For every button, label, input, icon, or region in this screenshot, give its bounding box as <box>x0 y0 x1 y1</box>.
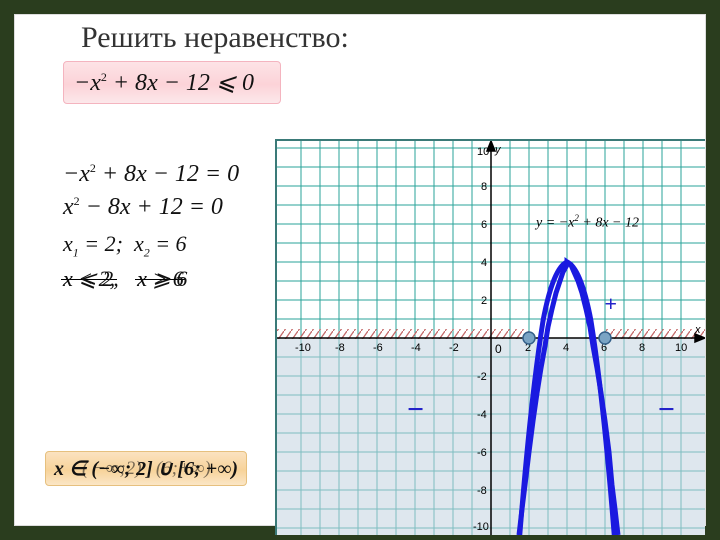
root-marker-2 <box>523 332 535 344</box>
graph-panel: -10-8-6 -4-2 246 810 1086 42 -2-4-6 -8-1… <box>275 139 705 535</box>
plus-sign: + <box>604 291 617 317</box>
page-title: Решить неравенство: <box>81 21 693 55</box>
svg-text:-4: -4 <box>411 342 421 354</box>
svg-text:2: 2 <box>481 295 487 307</box>
svg-text:10: 10 <box>675 342 687 354</box>
svg-text:-6: -6 <box>373 342 383 354</box>
answer-inequalities: x < 2, x ⩽ 2, x > 6 x ⩾ 6 <box>63 266 283 292</box>
title-text: Решить неравенство: <box>81 21 349 54</box>
step-roots: x1 = 2; x2 = 6 <box>63 231 283 260</box>
graph-svg: -10-8-6 -4-2 246 810 1086 42 -2-4-6 -8-1… <box>277 141 705 535</box>
step-eq2: x2 − 8x + 12 = 0 <box>63 194 283 221</box>
svg-text:-10: -10 <box>295 342 311 354</box>
inequality-box: −x2 + 8x − 12 ⩽ 0 <box>63 61 281 104</box>
interval-strike: ( −∞;2) (6;+∞) <box>82 458 211 480</box>
root-marker-6 <box>599 332 611 344</box>
slide-paper: Решить неравенство: −x2 + 8x − 12 ⩽ 0 −x… <box>14 14 706 526</box>
steps-column: −x2 + 8x − 12 = 0 x2 − 8x + 12 = 0 x1 = … <box>63 155 283 298</box>
interval-answer: x ∈ (−∞; 2] ∪ [6; +∞) ( −∞;2) (6;+∞) <box>54 458 238 480</box>
function-label: y = −x2 + 8x − 12 <box>536 213 639 232</box>
ans-new-a: x ⩽ 2, <box>63 266 119 292</box>
outer-frame: Решить неравенство: −x2 + 8x − 12 ⩽ 0 −x… <box>0 0 720 540</box>
svg-text:-2: -2 <box>449 342 459 354</box>
svg-text:-6: -6 <box>477 447 487 459</box>
ans-new-b: x ⩾ 6 <box>137 266 187 292</box>
svg-text:-2: -2 <box>477 371 487 383</box>
svg-text:0: 0 <box>495 342 502 356</box>
svg-text:8: 8 <box>481 181 487 193</box>
svg-text:x: x <box>694 324 701 336</box>
svg-text:-10: -10 <box>473 521 489 533</box>
svg-text:-8: -8 <box>335 342 345 354</box>
inequality-expr: −x2 + 8x − 12 ⩽ 0 <box>74 70 254 96</box>
interval-answer-box: x ∈ (−∞; 2] ∪ [6; +∞) ( −∞;2) (6;+∞) <box>45 451 247 486</box>
svg-text:6: 6 <box>481 219 487 231</box>
svg-text:-4: -4 <box>477 409 487 421</box>
step-eq1: −x2 + 8x − 12 = 0 <box>63 161 283 188</box>
svg-text:10: 10 <box>477 146 489 158</box>
svg-text:8: 8 <box>639 342 645 354</box>
svg-text:4: 4 <box>481 257 487 269</box>
minus-sign-left: − <box>407 393 424 427</box>
svg-text:-8: -8 <box>477 485 487 497</box>
minus-sign-right: − <box>658 393 675 427</box>
svg-text:y: y <box>494 144 502 156</box>
svg-text:4: 4 <box>563 342 569 354</box>
